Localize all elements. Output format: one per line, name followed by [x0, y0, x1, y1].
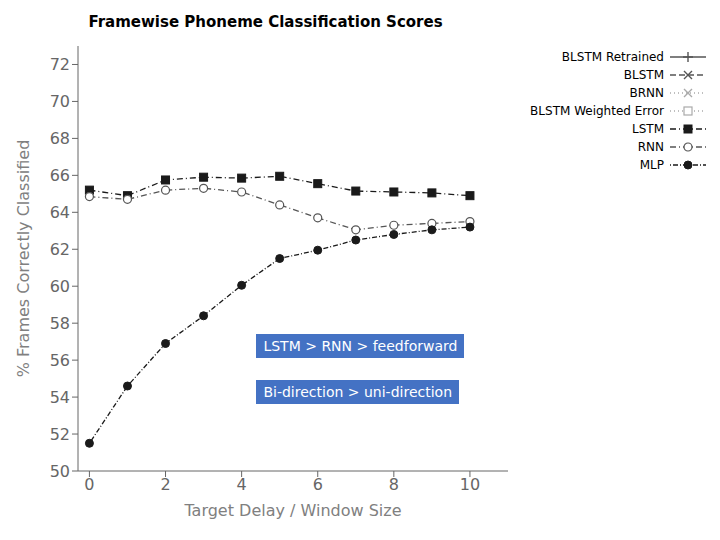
html-text:Framewise Phoneme Classificati: Framewise Phoneme Classification Scores: [88, 13, 443, 31]
html-text:LSTM > RNN > feedforward: LSTM > RNN > feedforward: [263, 337, 458, 354]
html-text:BLSTM: BLSTM: [623, 68, 664, 82]
svg-text:62: 62: [50, 240, 70, 259]
html-text:BLSTM Retrained: BLSTM Retrained: [561, 50, 664, 64]
svg-text:58: 58: [50, 314, 70, 333]
svg-text:Target Delay / Window Size: Target Delay / Window Size: [183, 501, 401, 520]
html-text:MLP: MLP: [639, 158, 664, 172]
svg-text:0: 0: [84, 475, 94, 494]
html-text:LSTM: LSTM: [632, 122, 664, 136]
svg-text:8: 8: [389, 475, 399, 494]
svg-text:2: 2: [160, 475, 170, 494]
html-text:Bi-direction > uni-direction: Bi-direction > uni-direction: [263, 384, 452, 401]
svg-text:10: 10: [460, 475, 480, 494]
svg-text:64: 64: [50, 203, 70, 222]
svg-text:54: 54: [50, 388, 70, 407]
svg-text:72: 72: [50, 55, 70, 74]
svg-text:4: 4: [237, 475, 247, 494]
svg-text:56: 56: [50, 351, 70, 370]
svg-text:66: 66: [50, 166, 70, 185]
html-text:BRNN: BRNN: [629, 86, 664, 100]
svg-text:% Frames Correctly Classified: % Frames Correctly Classified: [14, 140, 33, 378]
svg-text:60: 60: [50, 277, 70, 296]
svg-text:70: 70: [50, 92, 70, 111]
svg-text:6: 6: [313, 475, 323, 494]
svg-text:50: 50: [50, 462, 70, 481]
html-text:RNN: RNN: [637, 140, 664, 154]
svg-text:52: 52: [50, 425, 70, 444]
html-text:BLSTM Weighted Error: BLSTM Weighted Error: [530, 104, 664, 118]
svg-text:68: 68: [50, 129, 70, 148]
